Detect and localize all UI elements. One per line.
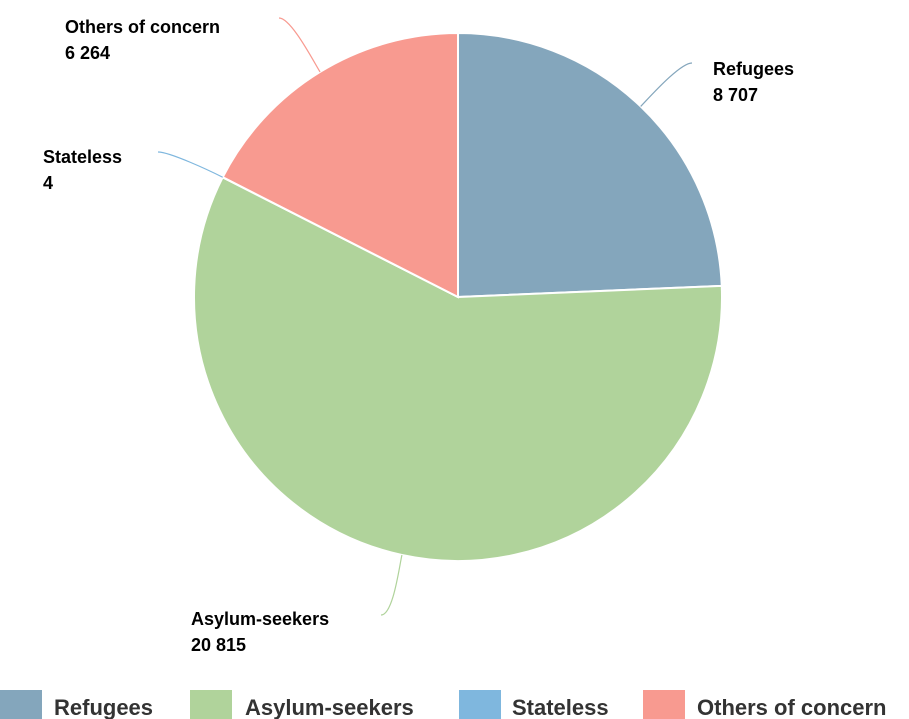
slice-labels: Refugees 8 707 Asylum-seekers 20 815 Statele… [43, 17, 794, 655]
slice-label-value-refugees: 8 707 [713, 85, 758, 105]
legend-label-stateless: Stateless [512, 695, 609, 719]
leader-line-stateless [157, 151, 223, 178]
slice-label-value-others-of-concern: 6 264 [65, 43, 110, 63]
leader-line-refugees [640, 62, 693, 107]
legend-item-stateless[interactable]: Stateless [459, 690, 609, 719]
pie-slice-refugees[interactable] [457, 31, 723, 299]
pie-slice-asylum-seekers[interactable] [193, 175, 723, 562]
legend-item-others-of-concern[interactable]: Others of concern [643, 690, 886, 719]
slice-label-name-asylum-seekers: Asylum-seekers [191, 609, 329, 629]
slice-label-value-asylum-seekers: 20 815 [191, 635, 246, 655]
legend-label-refugees: Refugees [54, 695, 153, 719]
leader-line-asylum-seekers [380, 554, 403, 616]
legend-label-asylum-seekers: Asylum-seekers [245, 695, 414, 719]
slice-label-name-refugees: Refugees [713, 59, 794, 79]
legend-label-others-of-concern: Others of concern [697, 695, 886, 719]
chart-legend: Refugees Asylum-seekers Stateless Others… [0, 690, 886, 719]
legend-swatch-refugees [0, 690, 42, 719]
slice-label-name-stateless: Stateless [43, 147, 122, 167]
slice-label-value-stateless: 4 [43, 173, 53, 193]
leader-line-others-of-concern [278, 17, 321, 73]
legend-swatch-stateless [459, 690, 501, 719]
leader-lines [157, 17, 693, 616]
legend-item-refugees[interactable]: Refugees [0, 690, 153, 719]
legend-swatch-others-of-concern [643, 690, 685, 719]
slice-label-name-others-of-concern: Others of concern [65, 17, 220, 37]
pie-slices [193, 31, 723, 562]
legend-item-asylum-seekers[interactable]: Asylum-seekers [190, 690, 414, 719]
legend-swatch-asylum-seekers [190, 690, 232, 719]
